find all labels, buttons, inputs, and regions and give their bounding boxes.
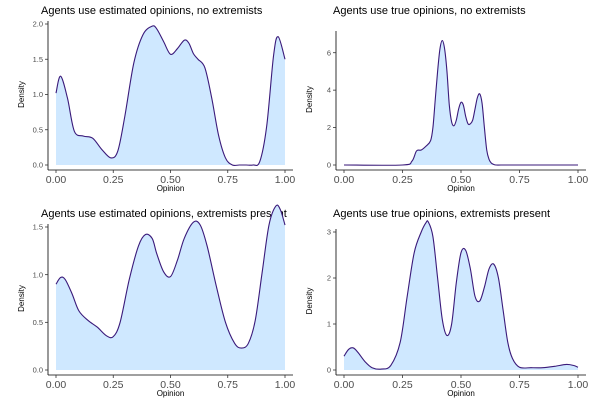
x-axis-title: Opinion	[157, 389, 185, 398]
y-tick-label: 1.5	[33, 55, 43, 64]
chart-title: Agents use estimated opinions, no extrem…	[41, 5, 263, 17]
chart-title: Agents use true opinions, extremists pre…	[333, 208, 550, 220]
x-tick-label: 0.50	[451, 379, 472, 391]
y-tick-label: 1.0	[33, 270, 43, 279]
density-line	[55, 25, 286, 167]
y-tick-label: 1.0	[33, 90, 43, 99]
chart-panel-1: Agents use estimated opinions, no extrem…	[17, 5, 295, 193]
y-tick-label: 2	[327, 274, 331, 283]
y-axis-title: Density	[17, 81, 26, 108]
y-tick-label: 6	[327, 48, 331, 57]
x-axis-title: Opinion	[157, 184, 185, 193]
density-area	[56, 25, 285, 166]
x-tick-label: 0.25	[392, 379, 413, 391]
x-tick-label: 0.50	[451, 174, 472, 186]
x-tick-label: 0.00	[334, 379, 355, 391]
x-tick-label: 1.00	[568, 174, 589, 186]
x-tick-label: 0.00	[46, 174, 67, 186]
y-tick-label: 1	[327, 320, 331, 329]
y-axis-title: Density	[17, 285, 26, 312]
x-tick-label: 0.50	[160, 379, 181, 391]
density-line	[343, 220, 579, 370]
x-tick-label: 0.75	[509, 379, 530, 391]
x-tick-label: 0.50	[160, 174, 181, 186]
chart-panel-2: Agents use true opinions, no extremists 0…	[305, 5, 588, 193]
y-tick-label: 0.0	[33, 366, 43, 375]
chart-title: Agents use true opinions, no extremists	[333, 5, 526, 17]
y-tick-label: 2	[327, 123, 331, 132]
chart-panel-4: Agents use true opinions, extremists pre…	[305, 208, 588, 398]
density-line	[343, 39, 578, 166]
y-tick-label: 1.5	[33, 223, 43, 232]
y-axis-title: Density	[305, 288, 314, 315]
y-tick-label: 0.5	[33, 318, 43, 327]
x-tick-label: 1.00	[275, 174, 296, 186]
y-tick-label: 0.0	[33, 161, 43, 170]
y-tick-label: 2.0	[33, 20, 43, 29]
x-axis-title: Opinion	[447, 389, 475, 398]
y-tick-label: 0	[327, 366, 331, 375]
y-tick-label: 0.5	[33, 125, 43, 134]
x-tick-label: 1.00	[568, 379, 589, 391]
x-tick-label: 0.75	[218, 379, 239, 391]
x-tick-label: 0.25	[392, 174, 413, 186]
x-axis-title: Opinion	[447, 184, 475, 193]
y-tick-label: 0	[327, 161, 331, 170]
chart-panel-3: Agents use estimated opinions, extremist…	[17, 204, 296, 398]
x-tick-label: 0.00	[46, 379, 67, 391]
x-tick-label: 0.75	[218, 174, 239, 186]
x-tick-label: 0.25	[103, 174, 124, 186]
density-area	[56, 205, 285, 370]
x-tick-label: 0.75	[509, 174, 530, 186]
y-axis-title: Density	[305, 86, 314, 113]
x-tick-label: 0.00	[334, 174, 355, 186]
chart-title: Agents use estimated opinions, extremist…	[41, 208, 287, 220]
y-tick-label: 3	[327, 228, 331, 237]
x-tick-label: 0.25	[103, 379, 124, 391]
density-line	[55, 204, 286, 349]
x-tick-label: 1.00	[275, 379, 296, 391]
y-tick-label: 4	[327, 86, 331, 95]
density-area	[344, 220, 578, 370]
